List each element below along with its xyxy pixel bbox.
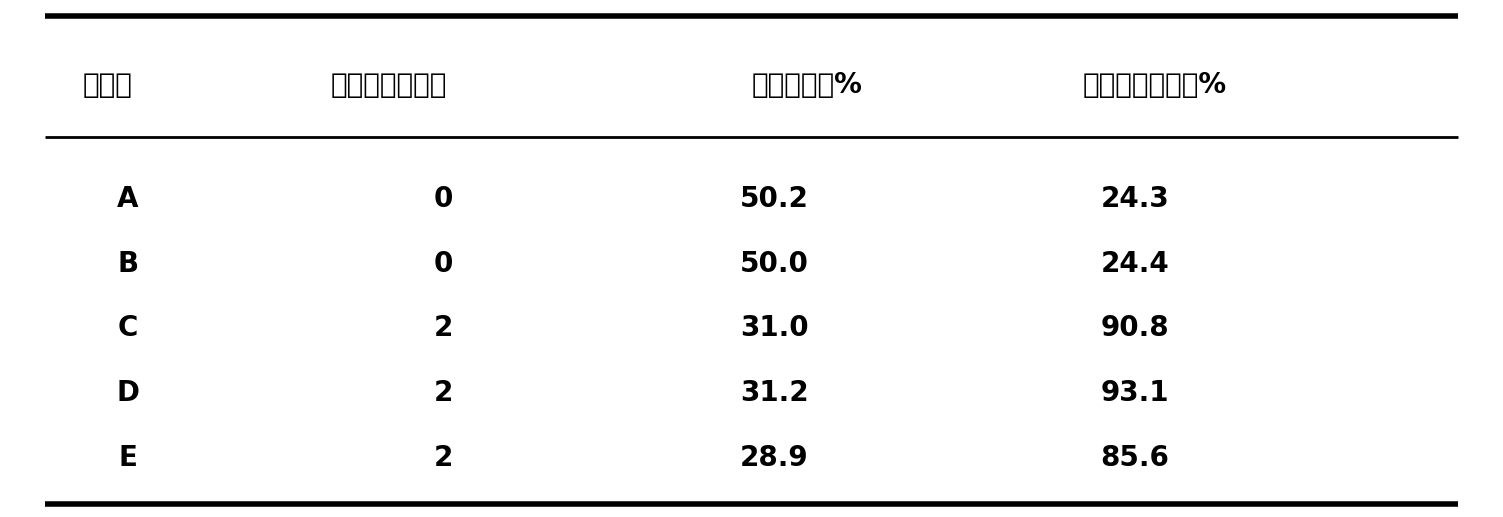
Text: 2: 2 [434,314,452,342]
Text: 50.0: 50.0 [739,250,809,278]
Text: 2: 2 [434,444,452,472]
Text: 24.3: 24.3 [1100,185,1169,213]
Text: 50.2: 50.2 [739,185,809,213]
Text: 28.9: 28.9 [739,444,809,472]
Text: 对二甲苯选择性%: 对二甲苯选择性% [1082,71,1226,99]
Text: D: D [116,379,140,407]
Text: 2: 2 [434,379,452,407]
Text: 24.4: 24.4 [1100,250,1169,278]
Text: B: B [117,250,138,278]
Text: 催化剂: 催化剂 [83,71,132,99]
Text: C: C [117,314,138,342]
Text: 甲苯转化率%: 甲苯转化率% [752,71,863,99]
Text: 0: 0 [434,250,452,278]
Text: 择形化处理次数: 择形化处理次数 [331,71,446,99]
Text: 31.2: 31.2 [739,379,809,407]
Text: E: E [119,444,137,472]
Text: 90.8: 90.8 [1100,314,1169,342]
Text: 31.0: 31.0 [739,314,809,342]
Text: A: A [117,185,138,213]
Text: 93.1: 93.1 [1100,379,1169,407]
Text: 0: 0 [434,185,452,213]
Text: 85.6: 85.6 [1100,444,1169,472]
